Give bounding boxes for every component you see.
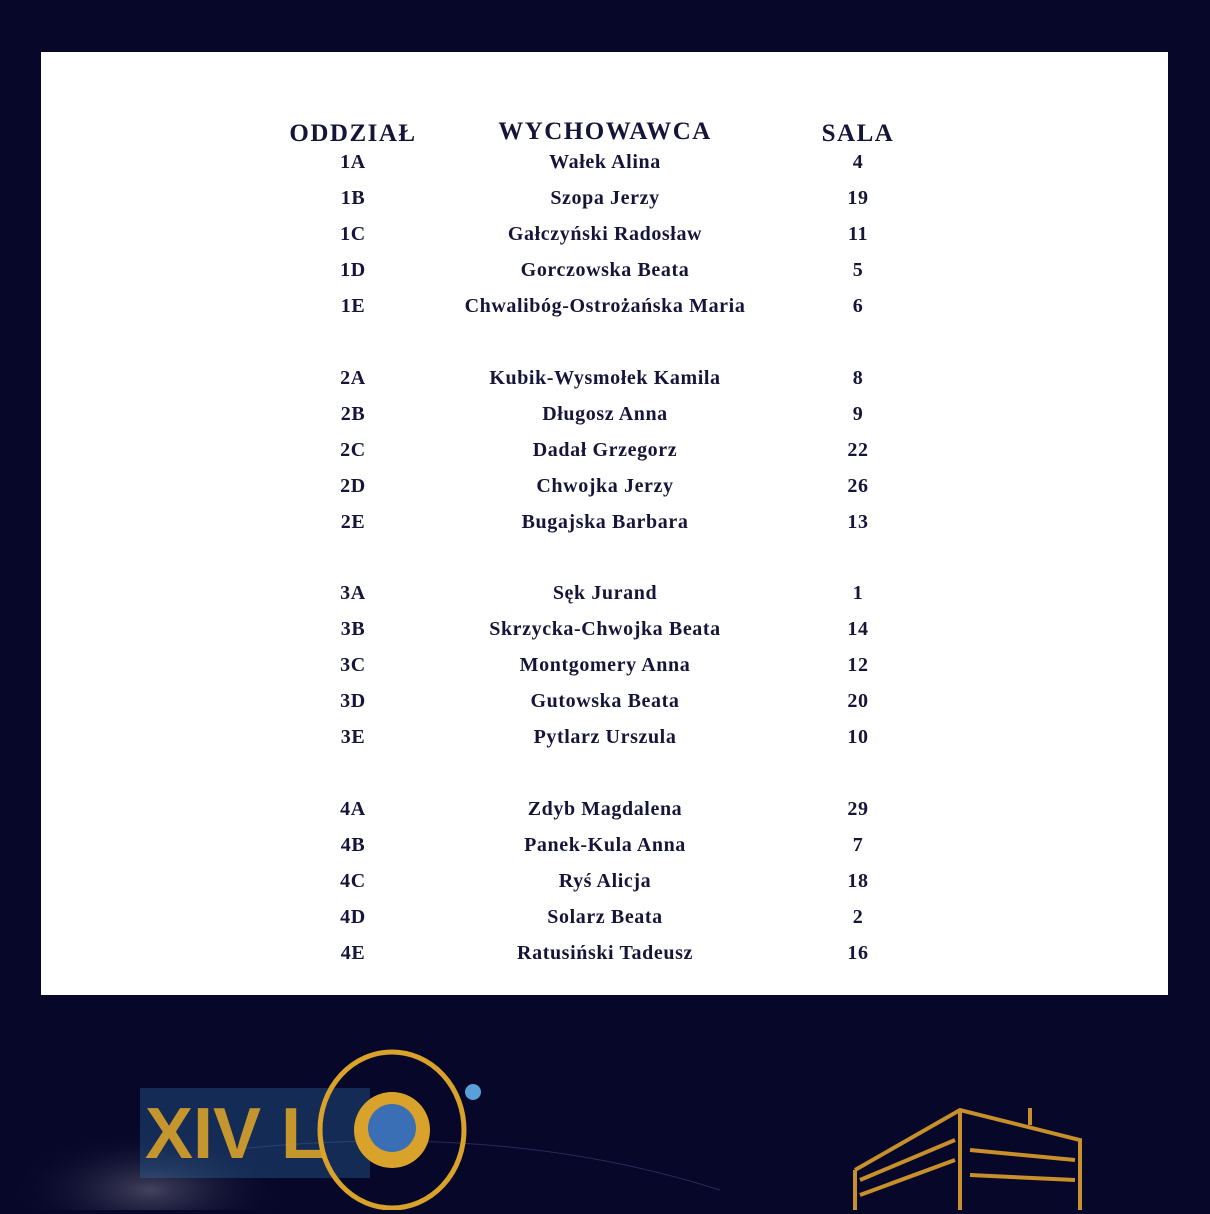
room-cell: 8 xyxy=(852,366,864,389)
class-cell: 4D xyxy=(340,906,366,929)
class-cell: 1E xyxy=(340,295,366,317)
school-banner: XIV L xyxy=(0,1040,1210,1214)
header-class: ODDZIAŁ xyxy=(289,120,417,147)
room-cell: 29 xyxy=(847,798,869,821)
table-row: 3A Sęk Jurand 1 xyxy=(41,582,1168,612)
table-row: 4D Solarz Beata 2 xyxy=(41,906,1168,936)
class-cell: 4E xyxy=(340,942,366,965)
room-cell: 1 xyxy=(852,582,864,605)
table-row: 4E Ratusiński Tadeusz 16 xyxy=(41,942,1168,972)
teacher-cell: Panek-Kula Anna xyxy=(524,834,686,857)
table-row: 4A Zdyb Magdalena 29 xyxy=(41,798,1168,828)
globe-icon xyxy=(368,1104,416,1152)
room-cell: 13 xyxy=(847,510,869,533)
room-cell: 11 xyxy=(847,223,869,245)
room-cell: 12 xyxy=(847,654,869,677)
teacher-cell: Pytlarz Urszula xyxy=(533,726,677,749)
table-row: 2B Długosz Anna 9 xyxy=(41,403,1168,433)
teacher-cell: Gutowska Beata xyxy=(530,690,680,713)
table-row: 3C Montgomery Anna 12 xyxy=(41,654,1168,684)
table-row: 3E Pytlarz Urszula 10 xyxy=(41,726,1168,756)
class-cell: 4A xyxy=(340,798,366,821)
room-cell: 5 xyxy=(852,259,864,281)
room-cell: 26 xyxy=(847,474,869,497)
teacher-cell: Sęk Jurand xyxy=(552,582,658,605)
teacher-cell: Skrzycka-Chwojka Beata xyxy=(489,618,721,641)
orbit-line xyxy=(229,1140,721,1191)
class-cell: 3C xyxy=(340,654,366,677)
class-cell: 2B xyxy=(340,402,366,425)
class-cell: 3B xyxy=(340,618,366,641)
class-cell: 2D xyxy=(340,474,366,497)
room-cell: 2 xyxy=(852,906,864,929)
header-teacher: WYCHOWAWCA xyxy=(498,118,712,145)
teacher-cell: Gałczyński Radosław xyxy=(507,223,703,245)
room-cell: 14 xyxy=(847,618,869,641)
moon-icon xyxy=(465,1084,481,1100)
class-cell: 2A xyxy=(340,366,366,389)
class-cell: 4C xyxy=(340,870,366,893)
teacher-cell: Bugajska Barbara xyxy=(521,510,689,533)
class-cell: 2C xyxy=(340,438,366,461)
class-cell: 1C xyxy=(340,223,366,245)
school-building-icon xyxy=(853,1107,1082,1210)
header-room: SALA xyxy=(821,120,895,147)
table-row: 2D Chwojka Jerzy 26 xyxy=(41,475,1168,505)
table-row: 1C Gałczyński Radosław 11 xyxy=(41,223,1168,253)
teacher-cell: Zdyb Magdalena xyxy=(527,798,683,821)
class-cell: 4B xyxy=(340,834,366,857)
teacher-cell: Chwojka Jerzy xyxy=(536,474,674,497)
class-cell: 3E xyxy=(340,726,366,749)
table-row: 2A Kubik-Wysmołek Kamila 8 xyxy=(41,367,1168,397)
room-cell: 22 xyxy=(847,438,869,461)
teacher-cell: Solarz Beata xyxy=(547,906,663,929)
teacher-cell: Gorczowska Beata xyxy=(520,259,690,281)
table-row: 2C Dadał Grzegorz 22 xyxy=(41,439,1168,469)
room-cell: 6 xyxy=(852,295,864,317)
table-row: 1D Gorczowska Beata 5 xyxy=(41,259,1168,289)
table-row: 4B Panek-Kula Anna 7 xyxy=(41,834,1168,864)
table-row: 3B Skrzycka-Chwojka Beata 14 xyxy=(41,618,1168,648)
room-cell: 9 xyxy=(852,402,864,425)
room-cell: 19 xyxy=(847,187,869,209)
room-cell: 7 xyxy=(852,834,864,857)
class-cell: 2E xyxy=(340,510,366,533)
room-cell: 4 xyxy=(852,151,864,173)
class-cell: 1A xyxy=(340,151,366,173)
table-row: 1E Chwalibóg-Ostrożańska Maria 6 xyxy=(41,295,1168,325)
logo-text: XIV L xyxy=(145,1094,325,1174)
room-cell: 18 xyxy=(847,870,869,893)
class-cell: 1D xyxy=(340,259,366,281)
teacher-cell: Wałek Alina xyxy=(549,151,661,173)
teacher-cell: Chwalibóg-Ostrożańska Maria xyxy=(464,295,746,317)
room-cell: 20 xyxy=(847,690,869,713)
table-row: 4C Ryś Alicja 18 xyxy=(41,870,1168,900)
teacher-cell: Montgomery Anna xyxy=(519,654,691,677)
table-row: 1B Szopa Jerzy 19 xyxy=(41,187,1168,217)
teacher-cell: Ratusiński Tadeusz xyxy=(517,942,693,965)
room-cell: 16 xyxy=(847,942,869,965)
teacher-cell: Szopa Jerzy xyxy=(550,187,660,209)
class-cell: 3A xyxy=(340,582,366,605)
teacher-cell: Dadał Grzegorz xyxy=(532,438,678,461)
table-row: 3D Gutowska Beata 20 xyxy=(41,690,1168,720)
table-row: 1A Wałek Alina 4 xyxy=(41,151,1168,181)
class-cell: 3D xyxy=(340,690,366,713)
teacher-cell: Długosz Anna xyxy=(542,402,668,425)
teacher-cell: Ryś Alicja xyxy=(558,870,652,893)
logo-backdrop xyxy=(140,1088,370,1178)
room-cell: 10 xyxy=(847,726,869,749)
class-cell: 1B xyxy=(340,187,366,209)
table-row: 2E Bugajska Barbara 13 xyxy=(41,511,1168,541)
planet-glow xyxy=(10,1130,290,1214)
logo-ring xyxy=(317,1049,467,1211)
class-teacher-table: ODDZIAŁ WYCHOWAWCA SALA 1A Wałek Alina 4 1B… xyxy=(41,52,1168,995)
teacher-cell: Kubik-Wysmołek Kamila xyxy=(489,366,721,389)
